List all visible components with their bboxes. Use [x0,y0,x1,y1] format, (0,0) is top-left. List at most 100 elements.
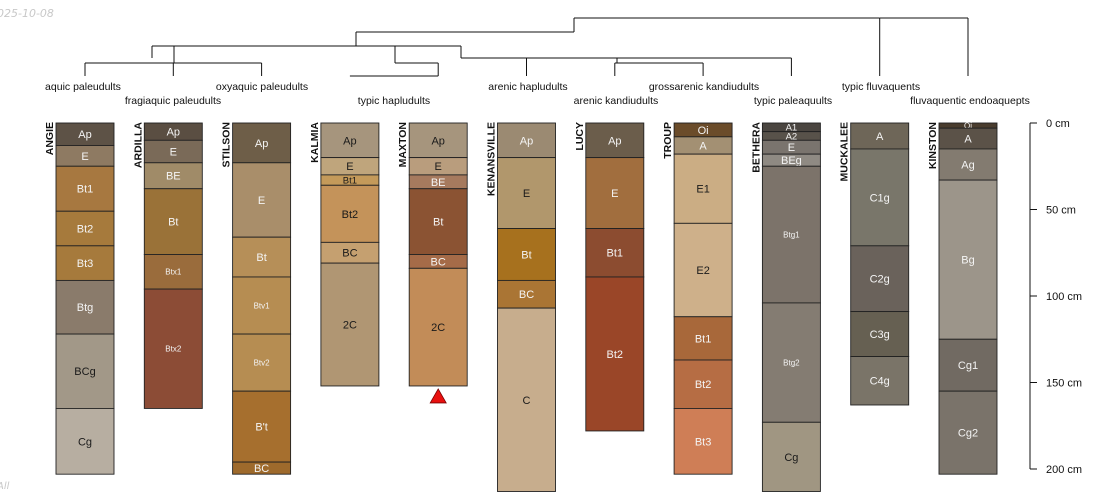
horizon-label: 2C [343,320,357,332]
horizon-label: Ap [520,135,533,147]
horizon-label: Oi [698,125,709,137]
horizon-label: Bt3 [695,436,712,448]
profile-angie: Ap E Bt1 Bt2 Bt3 Btg BCg Cg ANGIE [44,122,115,475]
horizon-label: Bt3 [77,258,94,270]
horizon-label: A1 [786,123,798,134]
horizon-label: BEg [781,155,802,167]
horizon-label: BC [342,248,357,260]
horizon-label: Oi [964,121,972,130]
horizon-label: E [611,188,618,200]
horizon-label: Btx2 [165,345,182,354]
horizon-kalmia-bt2 [320,184,380,243]
horizon-stilson-btv1 [232,276,292,335]
horizon-label: Btg [77,302,94,314]
profile-name: TROUP [662,122,674,159]
horizon-kenansville-ap [497,122,556,159]
horizon-kinston-bg [938,179,998,340]
profile-name: KALMIA [309,122,321,163]
horizon-label: Cg [78,436,92,448]
horizon-label: BC [519,289,534,301]
horizon-label: Ap [255,138,268,150]
horizon-label: Btx1 [165,268,182,277]
horizon-muckalee-a [850,122,910,150]
horizon-ardilla-be [143,162,203,190]
horizon-label: BC [431,256,446,268]
profile-ardilla: Ap E BE Bt Btx1 Btx2 ARDILLA [132,122,203,409]
profile-name: ANGIE [44,122,56,155]
profile-muckalee: A C1g C2g C3g C4g MUCKALEE [839,122,910,406]
profile-name: STILSON [221,122,233,168]
horizon-label: Bt1 [695,333,712,345]
horizon-angie-bcg [55,333,115,409]
profiles: Ap E Bt1 Bt2 Bt3 Btg BCg Cg ANGIE Ap E BE Bt Btx1 Btx2… [44,121,998,492]
horizon-angie-bt3 [55,245,115,281]
horizon-label: Ap [431,135,444,147]
horizon-label: BE [166,171,181,183]
horizon-label: Bt2 [695,379,712,391]
horizon-label: Bt [256,252,266,264]
horizon-maxton-bt [408,188,468,255]
horizon-label: 2C [431,322,445,334]
taxonomy-label: arenic hapludults [488,81,567,93]
horizon-angie-cg [55,408,115,475]
horizon-lucy-ap [585,122,645,159]
profile-kenansville: Ap E Bt BC C KENANSVILLE [486,122,556,492]
horizon-lucy-e [585,157,645,229]
horizon-label: Ap [78,129,91,141]
horizon-label: A [964,134,972,146]
horizon-troup-bt3 [673,408,733,475]
taxonomy-label: oxyaquic paleudults [216,81,308,93]
horizon-label: Btv2 [254,358,271,367]
horizon-ardilla-btx2 [143,288,203,409]
taxonomy-label: grossarenic kandiudults [649,81,759,93]
bottom-marker-triangle [429,388,447,404]
horizon-label: E [346,161,353,173]
watermark-date: 2025-10-08 [0,7,54,20]
horizon-label: Bt [521,249,531,261]
horizon-label: E [258,195,265,207]
horizon-label: Bt [168,217,178,229]
horizon-label: Cg [784,452,798,464]
dendrogram-labels: aquic paleudults fragiaquic paleudults oxy… [45,81,1030,107]
horizon-label: BCg [74,366,95,378]
horizon-kinston-cg2 [938,390,998,475]
horizon-label: Bt2 [77,223,94,235]
horizon-label: A [876,131,884,143]
taxonomy-label: typic fluvaquents [842,81,920,93]
horizon-label: Ap [608,135,621,147]
horizon-kalmia-2c [320,262,380,387]
horizon-label: Btg1 [783,230,800,239]
horizon-kenansville-e [497,157,556,229]
taxonomy-label: arenic kandiudults [574,95,659,107]
taxonomy-label: aquic paleudults [45,81,121,93]
horizon-label: C [523,395,531,407]
horizon-bethera-btg2 [761,302,821,423]
horizon-label: Cg2 [958,428,978,440]
profile-name: MUCKALEE [839,122,851,182]
horizon-angie-btg [55,279,115,335]
horizon-muckalee-c4g [850,356,910,406]
horizon-troup-e1 [673,153,733,224]
horizon-label: Cg1 [958,360,978,372]
horizon-lucy-bt2 [585,276,645,432]
profile-name: LUCY [574,122,586,151]
horizon-label: C3g [870,329,890,341]
profile-name: BETHERA [750,122,762,173]
depth-tick-label: 0 cm [1046,118,1070,130]
horizon-label: Ap [167,127,180,139]
horizon-label: A [699,140,707,152]
profile-kalmia: Ap E Bt1 Bt2 BC 2C KALMIA [309,122,380,387]
profile-stilson: Ap E Bt Btv1 Btv2 B't BC STILSON [221,122,292,475]
horizon-label: Bt2 [607,349,624,361]
horizon-label: Bt1 [343,176,357,187]
profile-name: MAXTON [397,122,409,167]
horizon-kenansville-c [497,307,556,492]
horizon-label: C4g [870,376,890,388]
horizon-label: A2 [786,131,798,142]
horizon-label: Ap [343,135,356,147]
profile-name: ARDILLA [132,122,144,168]
taxonomy-label: fragiaquic paleudults [125,95,221,107]
horizon-label: BC [254,463,269,475]
horizon-kinston-cg1 [938,338,998,392]
profile-lucy: Ap E Bt1 Bt2 LUCY [574,122,645,432]
